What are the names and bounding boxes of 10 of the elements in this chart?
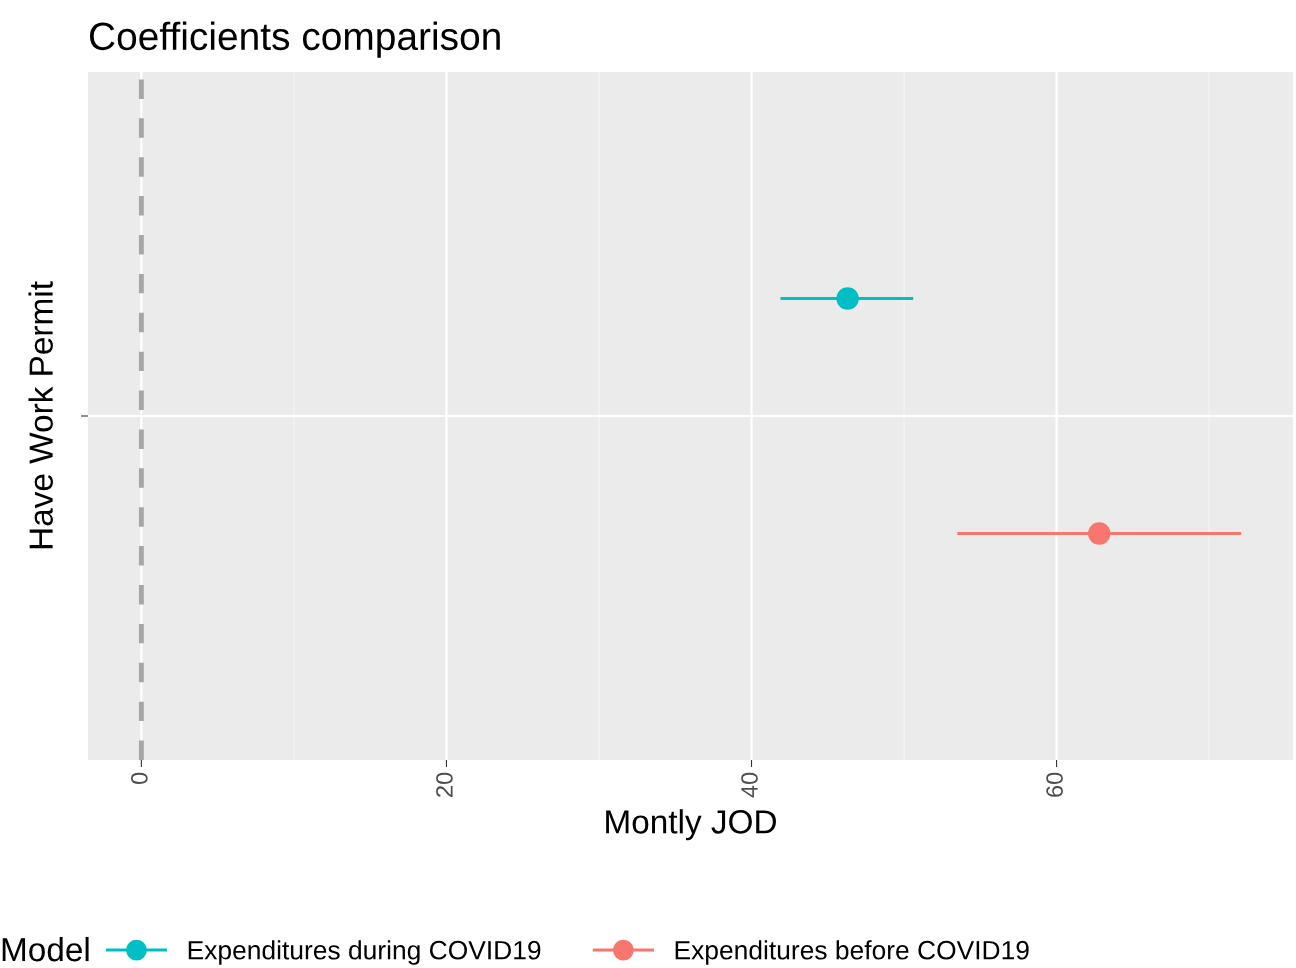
legend-title: Model (2, 936, 89, 962)
chart-title: Coefficients comparison (89, 21, 500, 58)
x-tick-label: 0 (131, 772, 148, 785)
x-tick-label: 60 (1046, 772, 1063, 797)
x-tick-label: 40 (741, 772, 758, 798)
y-axis-title: Have Work Permit (28, 281, 53, 549)
x-axis-title: Montly JOD (606, 809, 776, 841)
legend-label: Expenditures before COVID19 (675, 940, 1029, 965)
legend-label: Expenditures during COVID19 (188, 940, 541, 965)
x-tick-label: 20 (436, 772, 453, 797)
